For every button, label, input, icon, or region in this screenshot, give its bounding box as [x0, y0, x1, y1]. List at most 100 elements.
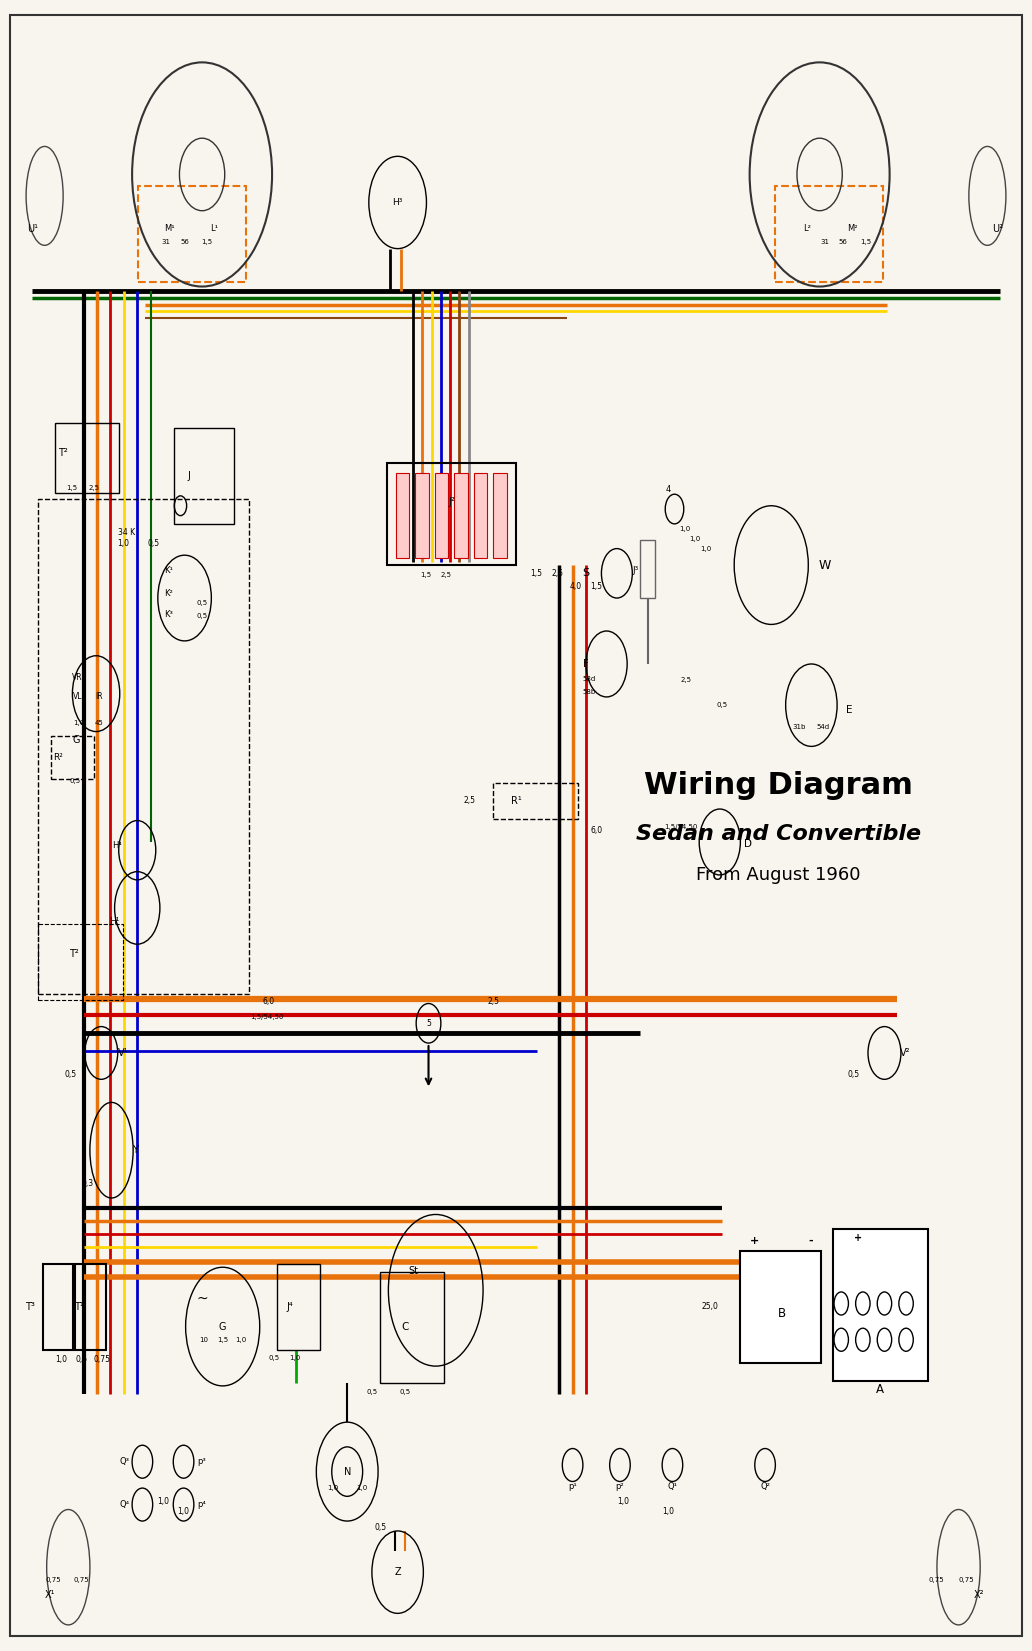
Text: 0,5: 0,5 [847, 1070, 860, 1078]
Bar [474, 472, 487, 558]
Text: +: + [750, 1237, 760, 1247]
Text: W: W [818, 558, 831, 571]
Text: ~: ~ [196, 1291, 207, 1306]
Text: 1,5: 1,5 [530, 570, 543, 578]
Text: G: G [73, 735, 80, 745]
Bar [174, 428, 234, 523]
Text: 2,5: 2,5 [441, 571, 452, 578]
Text: 0,5: 0,5 [268, 1355, 280, 1360]
Text: Q³: Q³ [120, 1458, 130, 1466]
Text: 1,5: 1,5 [590, 583, 603, 591]
Bar [493, 783, 578, 819]
Text: 0,5: 0,5 [70, 778, 82, 784]
Bar [434, 472, 448, 558]
Text: 0,75: 0,75 [94, 1355, 110, 1364]
Text: L¹: L¹ [211, 225, 219, 233]
Text: 0,5: 0,5 [366, 1390, 378, 1395]
Text: 1,0: 1,0 [178, 1507, 190, 1516]
Text: N: N [344, 1466, 351, 1476]
Text: 31: 31 [820, 239, 830, 244]
Text: p²: p² [616, 1483, 624, 1491]
Text: 1,0: 1,0 [235, 1337, 247, 1342]
Text: 4: 4 [666, 485, 671, 494]
Bar [740, 1251, 820, 1362]
Text: 6,0: 6,0 [590, 826, 603, 835]
Text: 2,5: 2,5 [89, 485, 99, 490]
Text: K³: K³ [164, 609, 172, 619]
Text: VL: VL [73, 692, 83, 702]
Text: 0,75: 0,75 [928, 1577, 943, 1583]
Text: 1,0: 1,0 [117, 540, 129, 548]
Text: B: B [777, 1308, 785, 1319]
Text: +: + [853, 1233, 862, 1243]
Bar [454, 472, 467, 558]
Text: D: D [744, 839, 751, 849]
Bar [278, 1265, 321, 1349]
Bar [833, 1230, 928, 1380]
Bar [38, 499, 250, 994]
Text: 1,0: 1,0 [157, 1497, 169, 1506]
Bar [387, 462, 516, 565]
Bar [380, 1273, 444, 1382]
Text: 1,5/54,50: 1,5/54,50 [250, 1014, 284, 1020]
Text: 2,5: 2,5 [463, 796, 476, 806]
Text: 1,0: 1,0 [356, 1486, 367, 1491]
Text: T¹: T¹ [73, 1301, 84, 1313]
Text: 1,5: 1,5 [861, 239, 871, 244]
Text: G: G [219, 1321, 226, 1332]
Text: 6,0: 6,0 [263, 997, 276, 1007]
Text: J²: J² [449, 497, 455, 507]
Text: 0,5: 0,5 [75, 1355, 88, 1364]
Text: A: A [876, 1382, 884, 1395]
Text: Y: Y [132, 1146, 138, 1156]
Text: 2,5: 2,5 [487, 997, 499, 1007]
Text: 56: 56 [181, 239, 189, 244]
Text: p³: p³ [198, 1458, 206, 1466]
Bar [415, 472, 428, 558]
Bar [42, 1265, 73, 1349]
Bar [55, 423, 119, 492]
Text: VR: VR [72, 672, 83, 682]
Text: 1,5: 1,5 [420, 571, 431, 578]
Text: Wiring Diagram: Wiring Diagram [644, 771, 913, 801]
Text: 34 K: 34 K [119, 528, 135, 537]
Text: 4,0: 4,0 [570, 583, 582, 591]
Text: J³: J³ [633, 566, 639, 575]
Text: From August 1960: From August 1960 [697, 865, 861, 883]
Text: -: - [808, 1237, 812, 1247]
Text: 10: 10 [199, 1337, 208, 1342]
Text: 0,75: 0,75 [959, 1577, 974, 1583]
Bar [51, 736, 94, 779]
Text: 5: 5 [426, 1019, 431, 1029]
Text: T³: T³ [25, 1301, 35, 1313]
Text: 31b: 31b [793, 723, 806, 730]
Text: 1,0: 1,0 [663, 1507, 674, 1516]
Text: 0,5: 0,5 [64, 1070, 76, 1078]
Text: 25,0: 25,0 [701, 1303, 718, 1311]
Text: R²: R² [53, 753, 63, 763]
Text: Sedan and Convertible: Sedan and Convertible [636, 824, 921, 844]
Text: X¹: X¹ [44, 1590, 55, 1600]
Text: 58d: 58d [582, 675, 595, 682]
Text: V²: V² [900, 1048, 910, 1058]
Bar [640, 540, 655, 598]
Text: U¹: U¹ [27, 225, 38, 234]
Text: 1,5/54,50: 1,5/54,50 [664, 824, 698, 830]
Text: 1,0: 1,0 [73, 720, 85, 726]
Text: M¹: M¹ [164, 225, 174, 233]
Text: K²: K² [164, 589, 172, 598]
Text: V¹: V¹ [118, 1048, 128, 1058]
Bar [493, 472, 507, 558]
Text: 1,0: 1,0 [55, 1355, 67, 1364]
Text: S: S [582, 568, 589, 578]
Text: 0,75: 0,75 [45, 1577, 61, 1583]
Text: X²: X² [974, 1590, 985, 1600]
Text: 2,5: 2,5 [680, 677, 691, 684]
Text: 0,5: 0,5 [196, 599, 207, 606]
Text: 1,5: 1,5 [66, 485, 77, 490]
Text: H³: H³ [392, 198, 402, 206]
Text: E: E [846, 705, 852, 715]
Text: 1,5: 1,5 [217, 1337, 228, 1342]
Text: 54d: 54d [816, 723, 830, 730]
Bar [38, 925, 123, 1001]
